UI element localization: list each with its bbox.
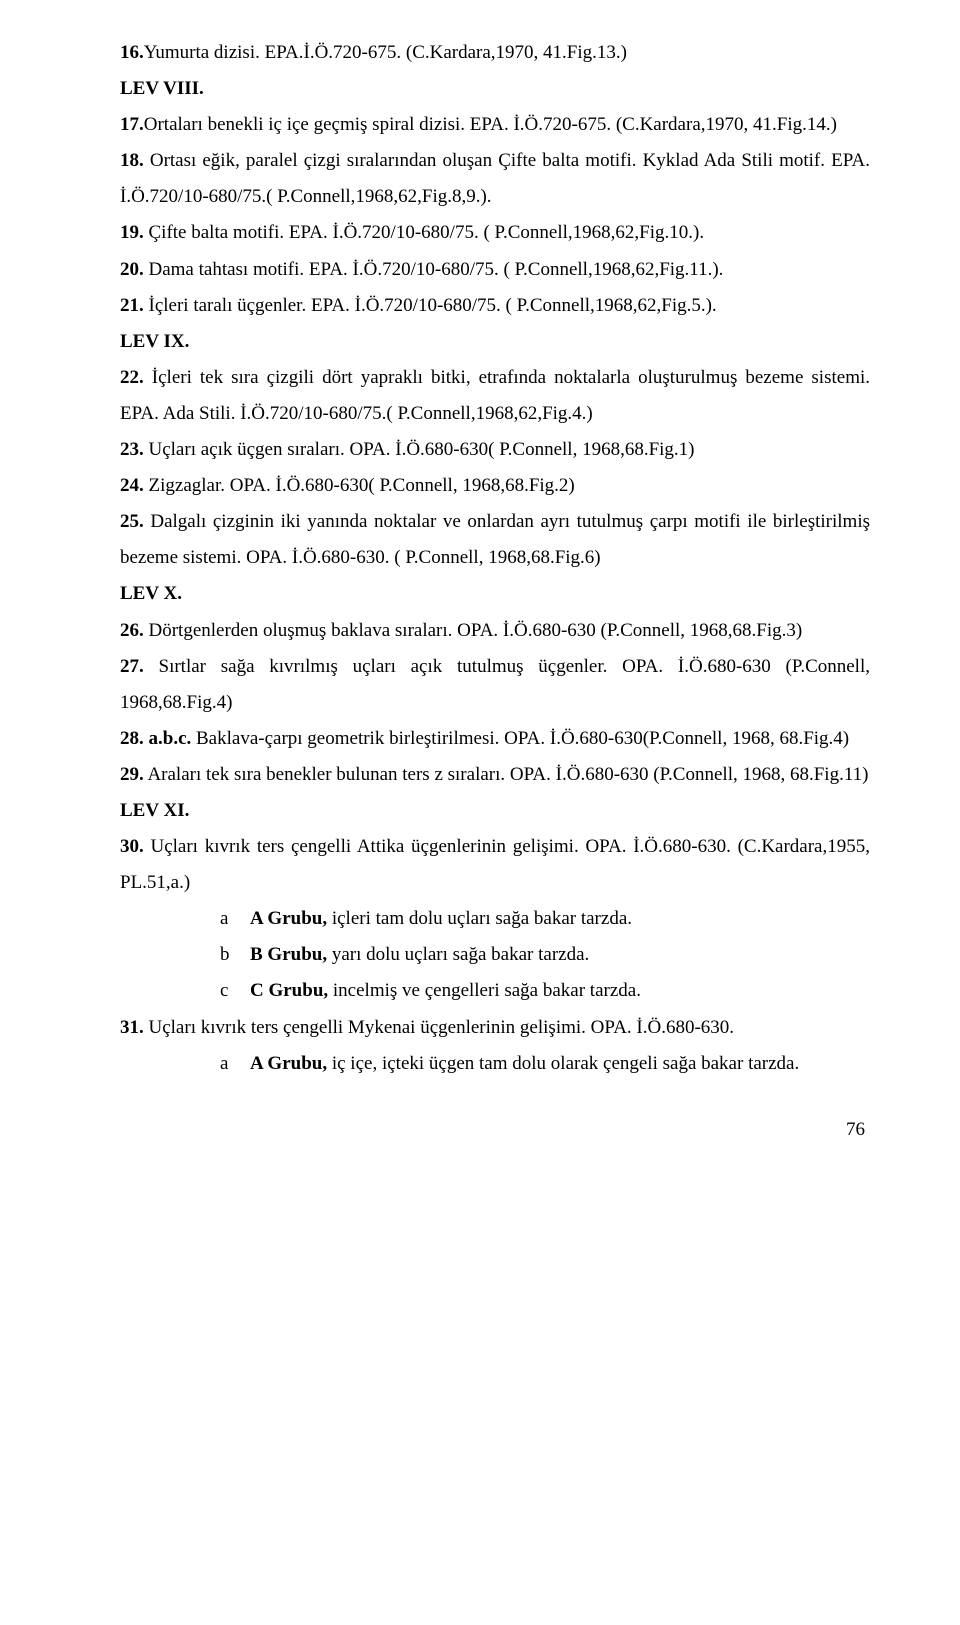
entry-20: 20. Dama tahtası motifi. EPA. İ.Ö.720/10… [120, 252, 870, 288]
group-text: iç içe, içteki üçgen tam dolu olarak çen… [327, 1053, 799, 1074]
document-page: 16.Yumurta dizisi. EPA.İ.Ö.720-675. (C.K… [0, 0, 960, 1198]
entry-27: 27. Sırtlar sağa kıvrılmış uçları açık t… [120, 649, 870, 721]
entry-number: 25. [120, 511, 144, 532]
entry-number: 22. [120, 367, 144, 388]
sub-entry-30c: cC Grubu, incelmiş ve çengelleri sağa ba… [120, 973, 870, 1009]
entry-text: Sırtlar sağa kıvrılmış uçları açık tutul… [120, 656, 870, 713]
sub-entry-30a: aA Grubu, içleri tam dolu uçları sağa ba… [120, 901, 870, 937]
section-header-lev-viii: LEV VIII. [120, 71, 870, 107]
entry-26: 26. Dörtgenlerden oluşmuş baklava sırala… [120, 613, 870, 649]
group-label: A Grubu, [250, 908, 327, 929]
entry-text: Uçları açık üçgen sıraları. OPA. İ.Ö.680… [144, 439, 695, 460]
entry-text: İçleri tek sıra çizgili dört yapraklı bi… [120, 367, 870, 424]
entry-number: 27. [120, 656, 144, 677]
entry-text: Uçları kıvrık ters çengelli Mykenai üçge… [144, 1017, 734, 1038]
entry-number: 26. [120, 620, 144, 641]
entry-number: 19. [120, 222, 144, 243]
entry-number: 16. [120, 42, 144, 63]
entry-22: 22. İçleri tek sıra çizgili dört yaprakl… [120, 360, 870, 432]
entry-number: 29. [120, 764, 144, 785]
entry-number: 30. [120, 836, 144, 857]
sub-entry-31a: aA Grubu, iç içe, içteki üçgen tam dolu … [120, 1046, 870, 1082]
entry-number: 21. [120, 295, 144, 316]
group-label: B Grubu, [250, 944, 327, 965]
entry-31: 31. Uçları kıvrık ters çengelli Mykenai … [120, 1010, 870, 1046]
entry-17: 17.Ortaları benekli iç içe geçmiş spiral… [120, 107, 870, 143]
sub-label: b [220, 937, 250, 973]
entry-text: Çifte balta motifi. EPA. İ.Ö.720/10-680/… [144, 222, 704, 243]
group-text: yarı dolu uçları sağa bakar tarzda. [327, 944, 589, 965]
entry-28: 28. a.b.c. Baklava-çarpı geometrik birle… [120, 721, 870, 757]
entry-text: İçleri taralı üçgenler. EPA. İ.Ö.720/10-… [144, 295, 717, 316]
section-header-lev-x: LEV X. [120, 576, 870, 612]
entry-text: Zigzaglar. OPA. İ.Ö.680-630( P.Connell, … [144, 475, 575, 496]
entry-29: 29. Araları tek sıra benekler bulunan te… [120, 757, 870, 793]
entry-text: Ortaları benekli iç içe geçmiş spiral di… [144, 114, 837, 135]
entry-number: 20. [120, 259, 144, 280]
entry-text: Dama tahtası motifi. EPA. İ.Ö.720/10-680… [144, 259, 724, 280]
entry-number: 28. a.b.c. [120, 728, 191, 749]
page-number: 76 [120, 1112, 870, 1148]
section-header-lev-ix: LEV IX. [120, 324, 870, 360]
section-header-lev-xi: LEV XI. [120, 793, 870, 829]
entry-24: 24. Zigzaglar. OPA. İ.Ö.680-630( P.Conne… [120, 468, 870, 504]
entry-text: Araları tek sıra benekler bulunan ters z… [144, 764, 869, 785]
entry-21: 21. İçleri taralı üçgenler. EPA. İ.Ö.720… [120, 288, 870, 324]
entry-30: 30. Uçları kıvrık ters çengelli Attika ü… [120, 829, 870, 901]
entry-19: 19. Çifte balta motifi. EPA. İ.Ö.720/10-… [120, 215, 870, 251]
sub-entry-30b: bB Grubu, yarı dolu uçları sağa bakar ta… [120, 937, 870, 973]
entry-text: Uçları kıvrık ters çengelli Attika üçgen… [120, 836, 870, 893]
entry-number: 31. [120, 1017, 144, 1038]
entry-text: Dalgalı çizginin iki yanında noktalar ve… [120, 511, 870, 568]
sub-label: c [220, 973, 250, 1009]
entry-23: 23. Uçları açık üçgen sıraları. OPA. İ.Ö… [120, 432, 870, 468]
group-text: incelmiş ve çengelleri sağa bakar tarzda… [328, 980, 641, 1001]
entry-number: 24. [120, 475, 144, 496]
sub-label: a [220, 1046, 250, 1082]
entry-number: 23. [120, 439, 144, 460]
entry-25: 25. Dalgalı çizginin iki yanında noktala… [120, 504, 870, 576]
entry-text: Baklava-çarpı geometrik birleştirilmesi.… [191, 728, 849, 749]
entry-text: Ortası eğik, paralel çizgi sıralarından … [120, 150, 870, 207]
entry-number: 17. [120, 114, 144, 135]
entry-text: Yumurta dizisi. EPA.İ.Ö.720-675. (C.Kard… [144, 42, 627, 63]
entry-16: 16.Yumurta dizisi. EPA.İ.Ö.720-675. (C.K… [120, 35, 870, 71]
group-text: içleri tam dolu uçları sağa bakar tarzda… [327, 908, 632, 929]
sub-label: a [220, 901, 250, 937]
group-label: C Grubu, [250, 980, 328, 1001]
entry-number: 18. [120, 150, 144, 171]
entry-text: Dörtgenlerden oluşmuş baklava sıraları. … [144, 620, 802, 641]
group-label: A Grubu, [250, 1053, 327, 1074]
entry-18: 18. Ortası eğik, paralel çizgi sıraların… [120, 143, 870, 215]
